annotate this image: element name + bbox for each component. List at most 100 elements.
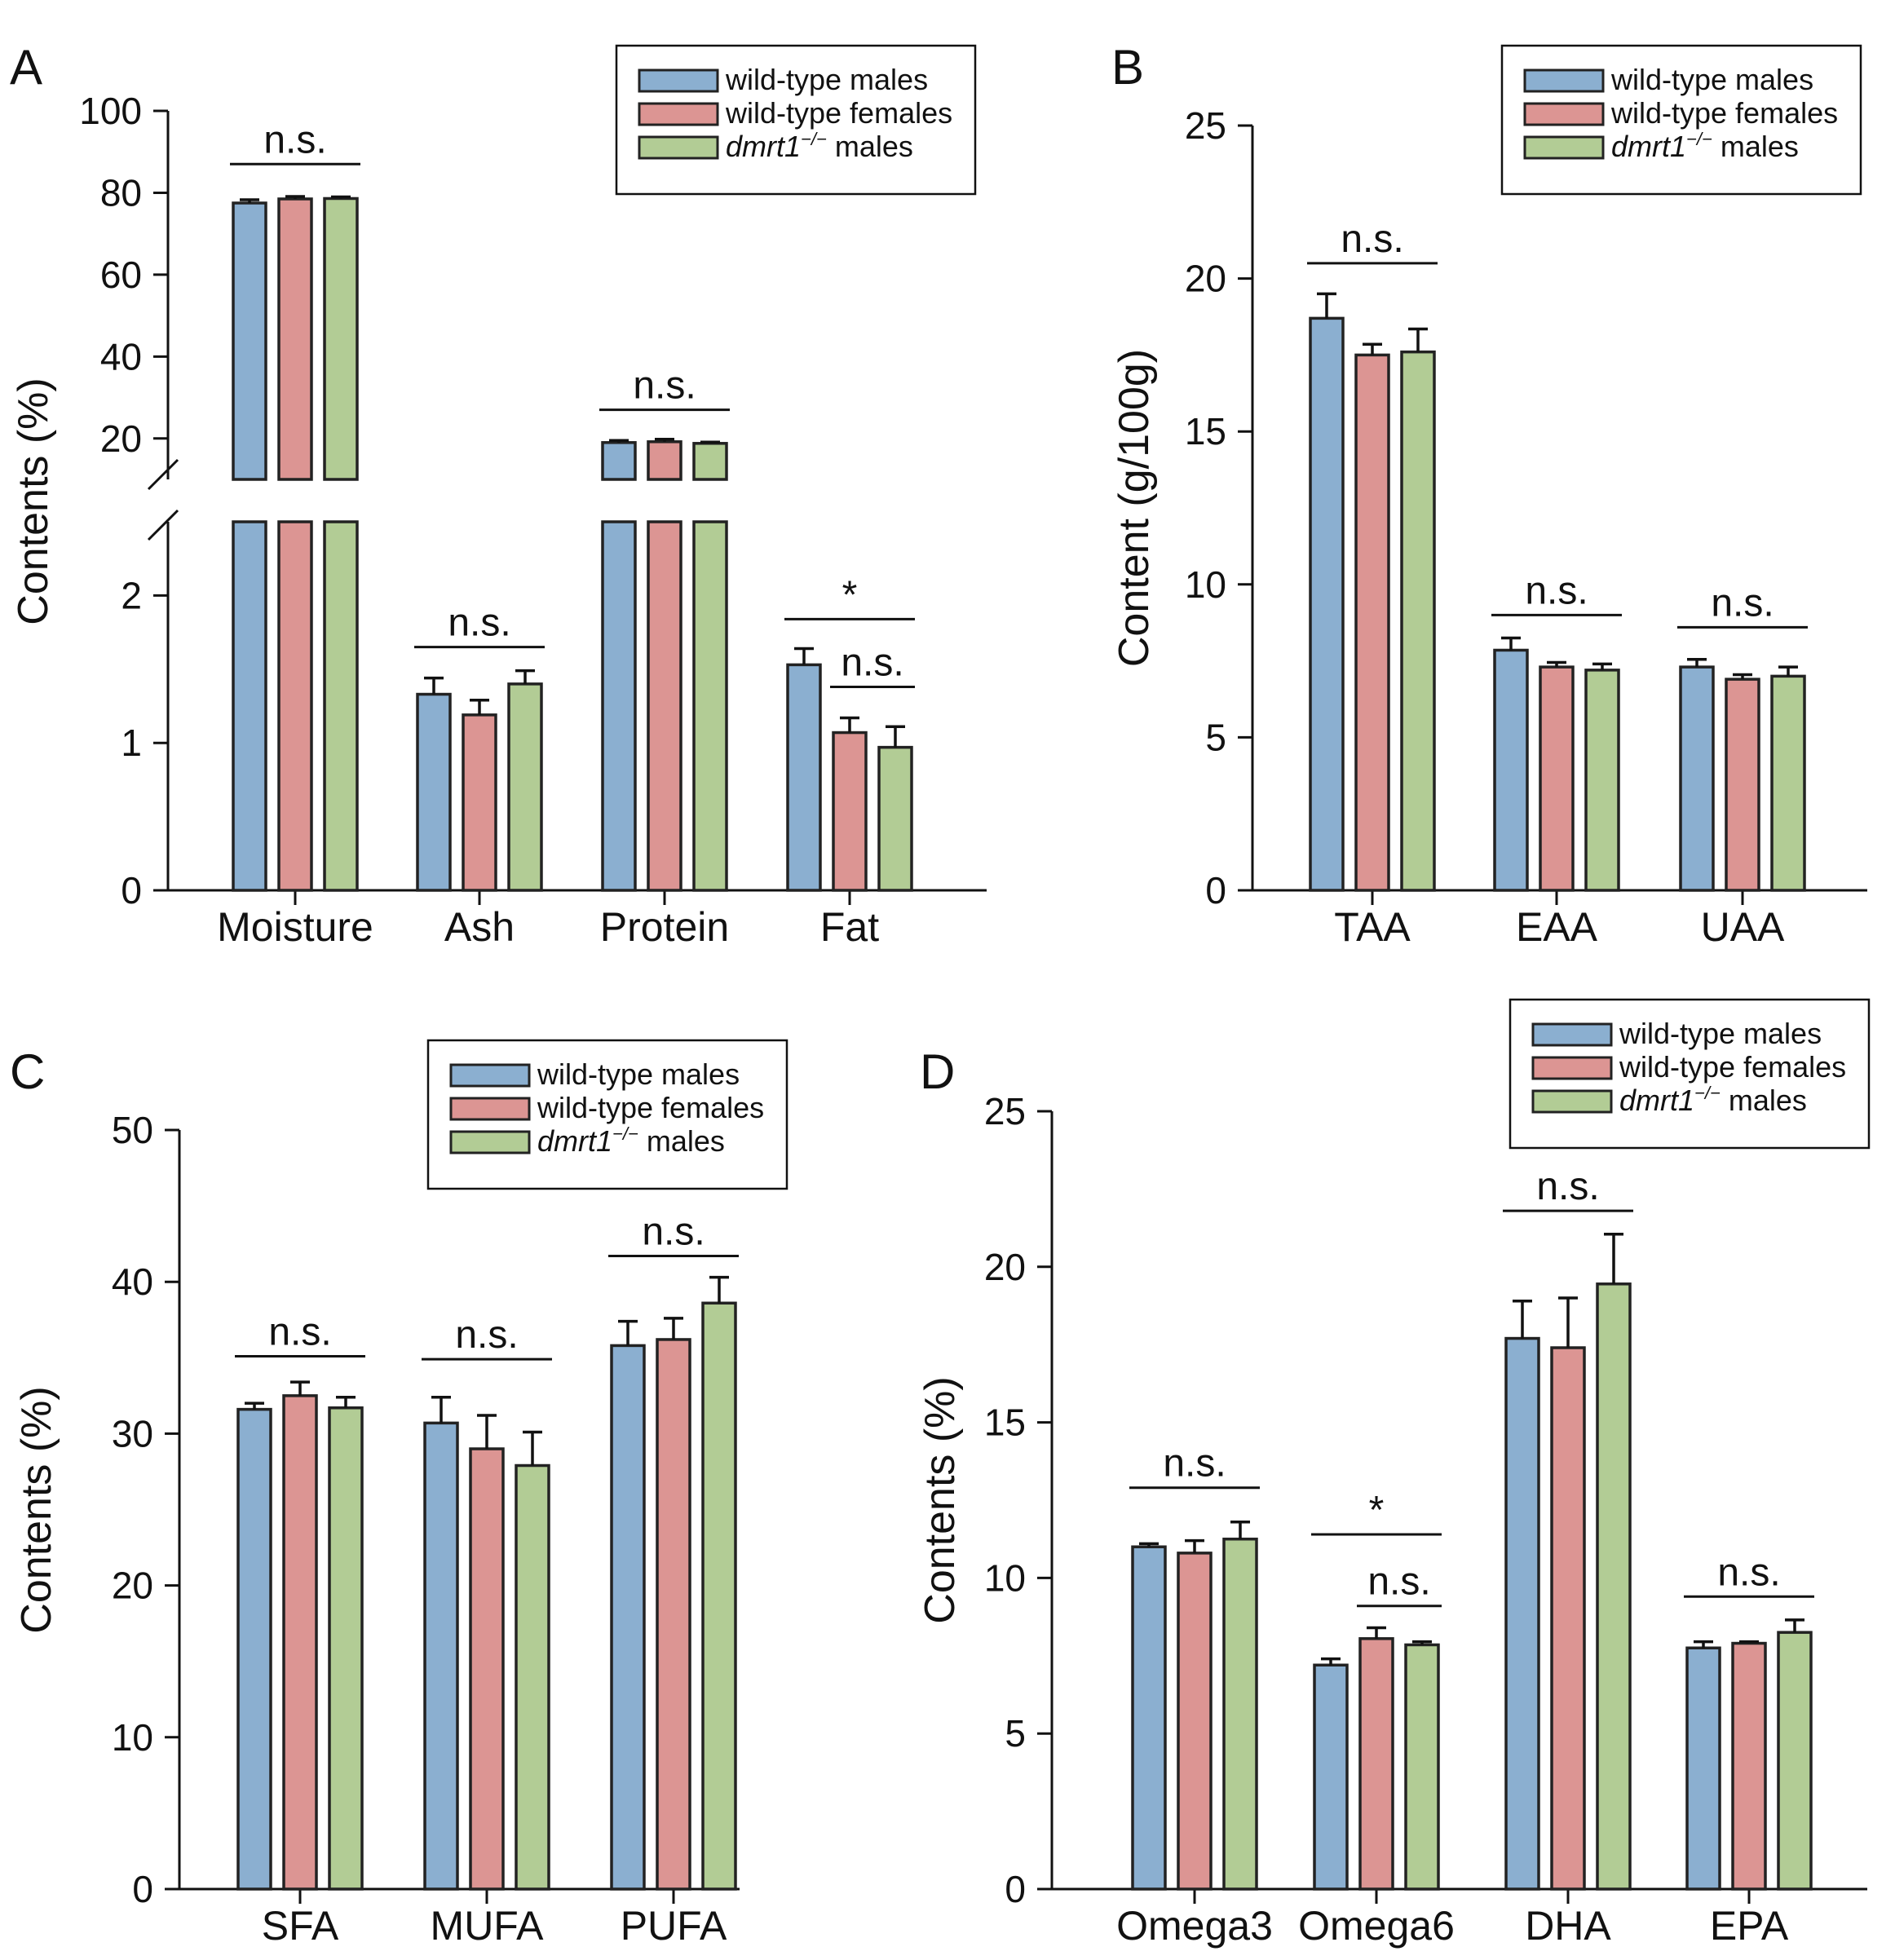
legend-swatch bbox=[449, 1063, 531, 1088]
bar bbox=[282, 1394, 318, 1891]
y-tick-label: 15 bbox=[984, 1402, 1026, 1444]
bar bbox=[610, 1344, 646, 1891]
y-tick-label: 20 bbox=[984, 1246, 1026, 1288]
bar bbox=[323, 520, 359, 892]
x-tick-label: PUFA bbox=[621, 1903, 727, 1949]
bar bbox=[232, 520, 267, 892]
y-tick-label: 0 bbox=[132, 1868, 153, 1910]
bar bbox=[1493, 648, 1529, 892]
y-tick-label: 10 bbox=[984, 1556, 1026, 1599]
y-tick-label: 10 bbox=[1185, 563, 1226, 606]
y-tick-label: 10 bbox=[112, 1716, 153, 1759]
y-tick-label: 20 bbox=[1185, 258, 1226, 300]
legend-swatch bbox=[638, 135, 719, 160]
y-tick-label: 15 bbox=[1185, 410, 1226, 452]
y-tick-label: 60 bbox=[100, 254, 142, 296]
bar bbox=[1354, 353, 1390, 892]
significance-label: n.s. bbox=[1717, 1551, 1780, 1594]
y-tick-label: 100 bbox=[79, 90, 142, 132]
significance-label: n.s. bbox=[642, 1211, 705, 1254]
legend-label: dmrt1−/− males bbox=[537, 1123, 725, 1158]
y-tick-label: 30 bbox=[112, 1412, 153, 1455]
x-tick-label: Moisture bbox=[217, 904, 373, 950]
x-tick-label: TAA bbox=[1334, 904, 1411, 950]
bar bbox=[515, 1463, 550, 1891]
significance-label: n.s. bbox=[448, 602, 510, 645]
bar bbox=[1584, 669, 1620, 892]
y-tick-label: 80 bbox=[100, 171, 142, 214]
bar bbox=[1731, 1641, 1767, 1891]
significance-label: n.s. bbox=[1367, 1560, 1430, 1604]
panel-letter: D bbox=[920, 1044, 955, 1099]
bar bbox=[1679, 665, 1715, 892]
bar bbox=[656, 1338, 691, 1891]
axis-break-mark bbox=[147, 458, 179, 491]
y-axis-title: Contents (%) bbox=[10, 377, 57, 625]
y-tick-label: 5 bbox=[1005, 1712, 1026, 1755]
x-tick-label: SFA bbox=[262, 1903, 339, 1949]
y-axis-title: Content (g/100g) bbox=[1111, 349, 1158, 667]
legend-label: wild-type males bbox=[1610, 63, 1813, 96]
bar bbox=[1309, 316, 1345, 892]
significance-label: n.s. bbox=[268, 1310, 331, 1353]
panel-letter: A bbox=[10, 40, 42, 95]
significance-label: n.s. bbox=[1341, 218, 1403, 261]
bar bbox=[423, 1421, 459, 1891]
bar bbox=[277, 520, 313, 892]
significance-label: n.s. bbox=[841, 641, 903, 684]
y-tick-label: 40 bbox=[100, 335, 142, 377]
bar bbox=[1177, 1552, 1213, 1891]
legend-label: wild-type females bbox=[1619, 1050, 1846, 1084]
legend-label: wild-type males bbox=[1619, 1017, 1822, 1050]
y-tick-label: 0 bbox=[1005, 1868, 1026, 1910]
y-axis-title: Contents (%) bbox=[13, 1386, 60, 1633]
bar bbox=[832, 731, 868, 892]
bar bbox=[236, 1407, 272, 1891]
significance-label: * bbox=[842, 573, 858, 616]
bar bbox=[1539, 665, 1575, 892]
bar bbox=[416, 692, 452, 892]
y-tick-label: 25 bbox=[984, 1090, 1026, 1132]
bar bbox=[1685, 1646, 1721, 1891]
bar bbox=[1313, 1663, 1349, 1891]
y-tick-label: 25 bbox=[1185, 104, 1226, 147]
legend-swatch bbox=[449, 1097, 531, 1121]
legend-label: wild-type females bbox=[537, 1091, 764, 1124]
x-tick-label: UAA bbox=[1701, 904, 1785, 950]
legend-label: wild-type males bbox=[537, 1057, 740, 1091]
x-tick-label: Protein bbox=[600, 904, 729, 950]
bar bbox=[1725, 678, 1760, 892]
bar bbox=[507, 682, 543, 892]
x-tick-label: DHA bbox=[1525, 1903, 1611, 1949]
bar bbox=[1404, 1643, 1440, 1891]
y-tick-label: 20 bbox=[100, 417, 142, 460]
y-tick-label: 1 bbox=[121, 722, 142, 764]
y-tick-label: 50 bbox=[112, 1109, 153, 1151]
legend-swatch bbox=[1523, 135, 1605, 160]
bar bbox=[1222, 1537, 1258, 1891]
y-tick-label: 5 bbox=[1205, 716, 1226, 758]
bar bbox=[786, 663, 822, 892]
panel-A: A 0 1 2 20 40 60 80 100 Contents (%) Moisture Ash Pr… bbox=[10, 40, 987, 950]
axis-break-mark bbox=[147, 509, 179, 541]
legend-swatch bbox=[1523, 68, 1605, 93]
bar bbox=[1131, 1545, 1167, 1891]
legend-label: dmrt1−/− males bbox=[1619, 1083, 1807, 1117]
significance-label: n.s. bbox=[1163, 1442, 1226, 1485]
significance-label: n.s. bbox=[1711, 581, 1774, 625]
x-tick-label: Ash bbox=[444, 904, 515, 950]
legend-swatch bbox=[638, 68, 719, 93]
bar bbox=[1777, 1631, 1813, 1891]
legend-swatch bbox=[1523, 102, 1605, 126]
x-tick-label: EPA bbox=[1710, 1903, 1789, 1949]
bar bbox=[277, 197, 313, 481]
legend-swatch bbox=[449, 1130, 531, 1154]
panel-letter: C bbox=[10, 1044, 45, 1099]
x-tick-label: Omega6 bbox=[1298, 1903, 1455, 1949]
legend-label: wild-type females bbox=[725, 96, 952, 130]
